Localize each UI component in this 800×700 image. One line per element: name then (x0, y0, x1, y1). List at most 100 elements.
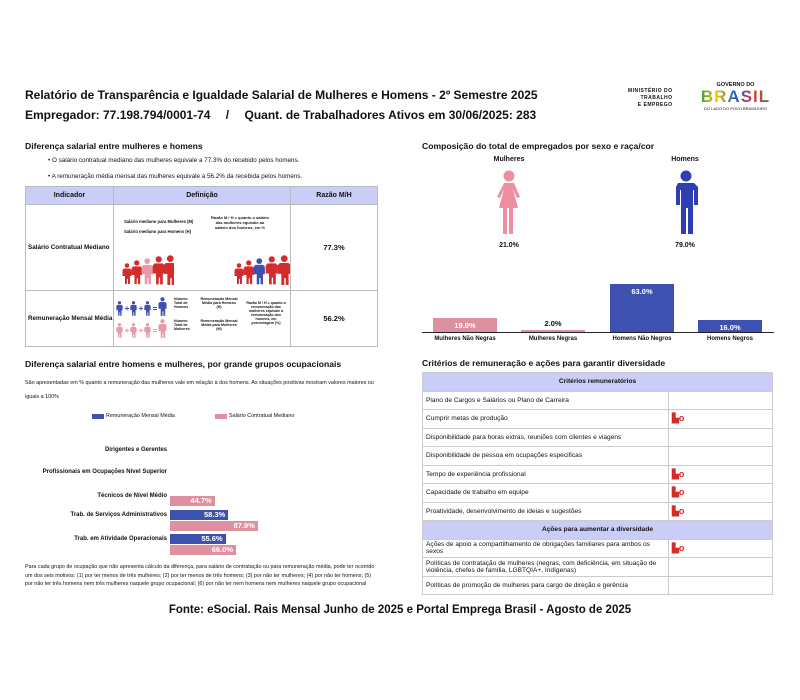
bar-value-label: 16.0% (719, 322, 741, 332)
women-sum-icon (116, 319, 167, 338)
slogan: DO LADO DO POVO BRASILEIRO (704, 106, 767, 111)
occupation-bar: 55.6% (170, 534, 226, 544)
composition-title: Composição do total de empregados por se… (422, 141, 655, 151)
criteria-label: Disponibilidade de pessoa em ocupações e… (422, 446, 669, 466)
section-header: Critérios remuneratórios (422, 372, 773, 392)
indicator-table: Indicador Definição Razão M/H Salário Cont… (25, 186, 378, 347)
occupation-bar: 87.9% (170, 520, 258, 531)
category-label: Dirigentes e Gerentes (104, 447, 167, 453)
ministry-line: E EMPREGO (637, 102, 673, 108)
legend-swatch (215, 413, 227, 419)
building-check-icon: ▙o (672, 413, 685, 424)
legend-item: Salário Contratual Mediano (215, 413, 294, 419)
occupations-title: Diferença salarial entre homens e mulher… (25, 359, 342, 369)
section-title: Ações para aumentar a diversidade (422, 520, 773, 540)
section-header: Ações para aumentar a diversidade (422, 520, 773, 540)
criteria-row: Ações de apoio a compartilhamento de obr… (422, 538, 773, 558)
criteria-label: Capacidade de trabalho em equipe (422, 483, 669, 503)
def-text: Salário mediano para Homens (H) (124, 229, 192, 234)
report-title: Relatório de Transparência e Igualdade S… (25, 88, 538, 102)
category-label: Trab. de Serviços Administrativos (70, 512, 167, 518)
women-figures-icon (122, 255, 174, 285)
criteria-row: Capacidade de trabalho em equipe ▙o (422, 483, 773, 503)
criteria-row: Proatividade, desenvolvimento de ideias … (422, 501, 773, 521)
criteria-row: Disponibilidade de pessoa em ocupações e… (422, 446, 773, 466)
def-labels: Salário mediano para Mulheres (M) Salário… (124, 217, 193, 237)
criteria-check: ▙o (668, 409, 773, 429)
def-text: Remuneração Mensal Média para Mulheres (… (200, 319, 238, 331)
category-label: Mulheres Não Negras (434, 336, 496, 342)
legend-swatch (92, 413, 104, 419)
ministry-line: TRABALHO (640, 95, 673, 101)
men-figures-icon (234, 255, 290, 285)
ministry-line: MINISTÉRIO DO (628, 88, 673, 94)
gap-bullet: • A remuneração média mensal das mulhere… (48, 173, 303, 180)
composition-bar (433, 317, 497, 332)
ratio-value: 77.3% (290, 204, 378, 291)
criteria-row: Disponibilidade para horas extras, reuni… (422, 427, 773, 447)
indicator-name: Salário Contratual Mediano (25, 204, 114, 291)
occupation-bar: 66.0% (170, 544, 236, 555)
def-text: Razão M / H = quanto o salário das mulhe… (211, 215, 269, 230)
def-text: Remuneração Mensal Média para Homens (H) (200, 297, 238, 309)
criteria-label: Disponibilidade para horas extras, reuni… (422, 427, 669, 447)
criteria-table: Critérios remuneratórios Plano de Cargos … (422, 372, 773, 595)
men-sum-icon (116, 297, 167, 316)
criteria-check: ▙o (668, 464, 773, 484)
category-label: Profissionais em Ocupações Nível Superio… (42, 469, 167, 475)
category-label: Homens Não Negros (612, 336, 672, 342)
criteria-check: ▙o (668, 501, 773, 521)
criteria-label: Políticas de promoção de mulheres para c… (422, 575, 669, 595)
section-title: Critérios remuneratórios (422, 372, 773, 392)
def-text: Razão M / H = quanto a remuneração das m… (246, 301, 286, 325)
occupations-footnote: Para cada grupo de ocupação que não apre… (25, 564, 375, 587)
criteria-check (668, 427, 773, 447)
criteria-check (668, 575, 773, 595)
criteria-label: Proatividade, desenvolvimento de ideias … (422, 501, 669, 521)
brasil-logo: BRASIL (698, 88, 773, 106)
definition-cell: Salário mediano para Mulheres (M) Salário… (113, 204, 291, 291)
women-pct: 21.0% (499, 242, 519, 249)
report-subtitle: Empregador: 77.198.794/0001-74 / Quant. … (25, 108, 536, 122)
men-pct: 79.0% (675, 242, 695, 249)
definition-cell: Número Total de Homens Remuneração Mensa… (113, 290, 291, 347)
building-check-icon: ▙o (672, 487, 685, 498)
workers-count: Quant. de Trabalhadores Ativos em 30/06/… (244, 108, 537, 122)
criteria-check (668, 446, 773, 466)
criteria-row: Tempo de experiência profissional ▙o (422, 464, 773, 484)
women-label: Mulheres (493, 156, 525, 163)
legend-item: Remuneração Mensal Média (92, 413, 175, 419)
category-label: Técnicos de Nível Médio (97, 493, 167, 499)
criteria-title: Critérios de remuneração e ações para ga… (422, 358, 666, 368)
woman-icon (497, 170, 520, 234)
criteria-label: Cumprir metas de produção (422, 409, 669, 429)
ratio-value: 56.2% (290, 290, 378, 347)
criteria-label: Políticas de contratação de mulheres (ne… (422, 557, 669, 577)
criteria-label: Ações de apoio a compartilhamento de obr… (422, 538, 669, 558)
col-header: Indicador (25, 186, 114, 205)
occupation-bar: 58.3% (170, 510, 229, 520)
criteria-label: Tempo de experiência profissional (422, 464, 669, 484)
composition-bar (610, 284, 674, 332)
category-label: Mulheres Negras (528, 336, 578, 342)
criteria-check (668, 390, 773, 410)
col-header: Definição (113, 186, 291, 205)
def-text: Número Total de Mulheres (174, 319, 190, 331)
criteria-label: Plano de Cargos e Salários ou Plano de C… (422, 390, 669, 410)
def-text: Número Total de Homens (174, 297, 189, 309)
composition-bar (521, 330, 585, 332)
legend-label: Remuneração Mensal Média (106, 413, 175, 419)
composition-bar (698, 319, 762, 332)
bar-value-label: 19.0% (454, 320, 476, 330)
gap-title: Diferença salarial entre mulheres e home… (25, 141, 203, 151)
category-label: Trab. em Atividade Operacionais (74, 536, 167, 542)
gov-text: GOVERNO DO (716, 82, 755, 88)
chart-axis (422, 332, 774, 333)
criteria-row: Cumprir metas de produção ▙o (422, 409, 773, 429)
criteria-row: Plano de Cargos e Salários ou Plano de C… (422, 390, 773, 410)
source-footer: Fonte: eSocial. Rais Mensal Junho de 202… (168, 604, 632, 616)
indicator-name: Remuneração Mensal Média (25, 290, 114, 347)
gap-bullet: • O salário contratual mediano das mulhe… (48, 157, 300, 164)
bar-value-label: 2.0% (544, 319, 562, 329)
criteria-check (668, 557, 773, 577)
